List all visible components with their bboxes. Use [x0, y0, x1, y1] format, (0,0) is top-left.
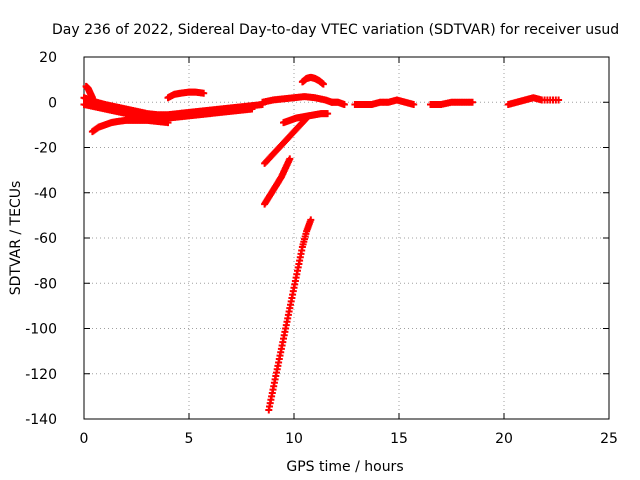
y-tick-label: -140: [25, 412, 57, 428]
series-arc-rise: [88, 116, 172, 136]
y-tick-label: -100: [25, 322, 57, 338]
y-tick-label: 20: [39, 50, 57, 66]
data-points: [80, 73, 563, 414]
series-arc-hump: [164, 88, 208, 102]
series-arc-drop-2: [261, 155, 294, 208]
y-tick-label: -80: [34, 276, 57, 292]
data-point: [307, 216, 315, 224]
data-point: [164, 119, 172, 127]
y-tick-label: -20: [34, 141, 57, 157]
series-arc-late-3: [427, 98, 476, 109]
data-point: [324, 110, 332, 118]
y-tick-label: -40: [34, 186, 57, 202]
data-point: [286, 155, 294, 163]
x-tick-label: 20: [495, 431, 513, 447]
series-arc-peak: [298, 73, 327, 88]
x-tick-label: 15: [390, 431, 408, 447]
y-axis-label: SDTVAR / TECUs: [8, 181, 24, 296]
x-tick-label: 0: [80, 431, 89, 447]
y-tick-label: -60: [34, 231, 57, 247]
chart-title: Day 236 of 2022, Sidereal Day-to-day VTE…: [52, 22, 619, 38]
y-tick-labels: -140 -120 -100 -80 -60 -40 -20 0 20: [25, 50, 57, 428]
data-point: [88, 94, 96, 102]
x-tick-label: 10: [285, 431, 303, 447]
series-arc-late-2: [351, 96, 418, 109]
data-point: [305, 112, 313, 120]
data-point: [469, 98, 476, 106]
data-point: [319, 80, 327, 88]
series-arc-mid-flat: [259, 93, 336, 106]
x-tick-label: 5: [185, 431, 194, 447]
series-arc-drop-3: [265, 216, 315, 414]
axis-ticks: [83, 56, 610, 420]
y-tick-label: 0: [48, 95, 57, 111]
x-axis-label: GPS time / hours: [286, 459, 403, 475]
x-tick-labels: 0 5 10 15 20 25: [80, 431, 618, 447]
series-arc-late-4: [504, 94, 563, 109]
x-tick-label: 25: [600, 431, 618, 447]
data-point: [410, 101, 418, 109]
series-arc-drop-1: [261, 112, 313, 167]
data-point: [248, 105, 256, 113]
y-tick-label: -120: [25, 367, 57, 383]
series-arc-late-1: [328, 98, 348, 109]
data-point: [555, 96, 563, 104]
data-point: [340, 101, 348, 109]
data-point: [200, 89, 208, 97]
series-arc-main-lower: [80, 101, 256, 122]
series-arc-start-spike: [82, 82, 96, 102]
data-point: [304, 113, 312, 121]
